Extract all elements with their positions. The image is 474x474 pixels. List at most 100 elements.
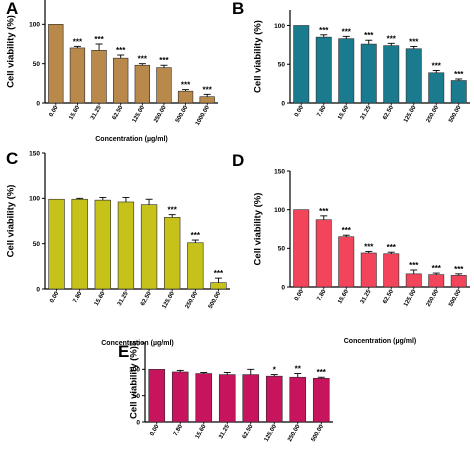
bar: [293, 209, 310, 288]
y-tick-label: 100: [274, 207, 285, 214]
x-tick-label: 125.00: [403, 288, 418, 307]
x-tick-label: 15.60: [94, 290, 107, 307]
significance-label: ***: [454, 265, 464, 274]
significance-label: ***: [181, 81, 191, 90]
y-tick-label: 150: [129, 340, 140, 347]
x-tick-label: 15.60: [337, 288, 350, 305]
bar: [338, 236, 355, 288]
x-axis-label: Concentration (µg/ml): [95, 136, 167, 143]
y-tick-label: 0: [281, 100, 285, 107]
panel-d: D 0 50 100 150 Cell viability (%) 0.00 *** 7.80 *…: [232, 151, 470, 345]
significance-label: ***: [364, 31, 374, 40]
y-tick-label: 150: [29, 150, 40, 157]
x-tick-label: 15.60: [337, 104, 350, 121]
x-axis-label: Concentration (µg/ml): [344, 338, 416, 345]
significance-label: ***: [203, 85, 213, 94]
y-tick-label: 50: [278, 62, 286, 69]
x-tick-label: 500.00: [311, 423, 326, 442]
bar: [156, 67, 172, 104]
y-tick-label: 150: [274, 168, 285, 175]
bar: [48, 24, 64, 104]
bar: [69, 47, 86, 104]
significance-label: ***: [116, 46, 126, 55]
x-tick-label: 7.80: [72, 290, 83, 304]
panel-label: E: [118, 342, 129, 361]
panel-label: A: [6, 0, 18, 18]
significance-label: ***: [168, 206, 178, 215]
x-axis-label: Concentration (µg/ml): [101, 340, 173, 347]
significance-label: ***: [73, 37, 83, 46]
bar: [428, 274, 445, 288]
bar: [383, 45, 400, 104]
bar: [265, 375, 283, 423]
y-axis-label: Cell viability (%): [6, 15, 17, 88]
significance-label: ***: [159, 56, 169, 65]
significance-label: ***: [138, 55, 148, 64]
x-tick-label: 125.00: [403, 104, 418, 123]
bar: [450, 80, 467, 104]
x-tick-label: 31.25: [90, 104, 103, 121]
bar: [171, 371, 189, 423]
significance-label: ***: [364, 242, 374, 251]
x-tick-label: 0.00: [294, 288, 305, 302]
bar: [187, 242, 204, 290]
x-tick-label: 7.80: [316, 104, 327, 118]
x-tick-label: 1000.00: [195, 104, 211, 126]
y-tick-label: 50: [278, 246, 286, 253]
significance-label: ***: [94, 35, 104, 44]
y-tick-label: 0: [36, 100, 40, 107]
x-tick-label: 125.00: [162, 290, 177, 309]
x-tick-label: 500.00: [175, 104, 190, 123]
bar: [289, 376, 307, 423]
significance-label: ***: [432, 264, 442, 273]
x-tick-label: 15.60: [195, 423, 208, 440]
y-tick-label: 100: [274, 23, 285, 30]
bar: [140, 204, 158, 290]
x-tick-label: 250.00: [287, 423, 302, 442]
x-tick-label: 7.80: [173, 423, 184, 437]
bar: [338, 38, 355, 104]
bar: [450, 275, 467, 288]
significance-label: ***: [342, 27, 352, 36]
y-tick-label: 0: [36, 286, 40, 293]
y-tick-label: 50: [33, 241, 41, 248]
y-tick-label: 0: [136, 419, 140, 426]
panel-c: C 0 50 100 150 Cell viability (%) 0.00 7.80 15.6…: [6, 149, 230, 347]
x-tick-label: 62.50: [382, 288, 395, 305]
panel-label: C: [6, 149, 18, 168]
y-tick-label: 50: [133, 393, 141, 400]
y-axis-label: Cell viability (%): [129, 346, 140, 419]
x-tick-label: 62.50: [382, 104, 395, 121]
panel-label: B: [232, 0, 244, 18]
x-tick-label: 250.00: [426, 104, 441, 123]
x-tick-label: 31.25: [218, 423, 231, 440]
x-tick-label: 500.00: [448, 104, 463, 123]
y-tick-label: 0: [281, 284, 285, 291]
bar: [71, 198, 88, 290]
y-axis-label: Cell viability (%): [253, 193, 264, 266]
significance-label: ***: [387, 243, 397, 252]
y-tick-label: 100: [29, 196, 40, 203]
x-tick-label: 7.80: [316, 288, 327, 302]
x-tick-label: 0.00: [294, 104, 305, 118]
significance-label: ***: [319, 26, 329, 35]
bar: [91, 49, 107, 104]
bar: [177, 90, 194, 104]
bar: [134, 64, 150, 104]
x-tick-label: 31.25: [117, 290, 130, 307]
significance-label: **: [295, 365, 302, 374]
bar: [210, 282, 227, 290]
x-tick-label: 500.00: [448, 288, 463, 307]
y-tick-label: 100: [129, 367, 140, 374]
x-tick-label: 250.00: [185, 290, 200, 309]
x-tick-label: 62.50: [242, 423, 255, 440]
y-tick-label: 50: [33, 61, 41, 68]
bar: [405, 273, 422, 288]
bar: [113, 57, 129, 104]
significance-label: ***: [342, 226, 352, 235]
x-tick-label: 62.50: [112, 104, 125, 121]
x-tick-label: 500.00: [208, 290, 223, 309]
y-axis-label: Cell viability (%): [6, 185, 17, 258]
